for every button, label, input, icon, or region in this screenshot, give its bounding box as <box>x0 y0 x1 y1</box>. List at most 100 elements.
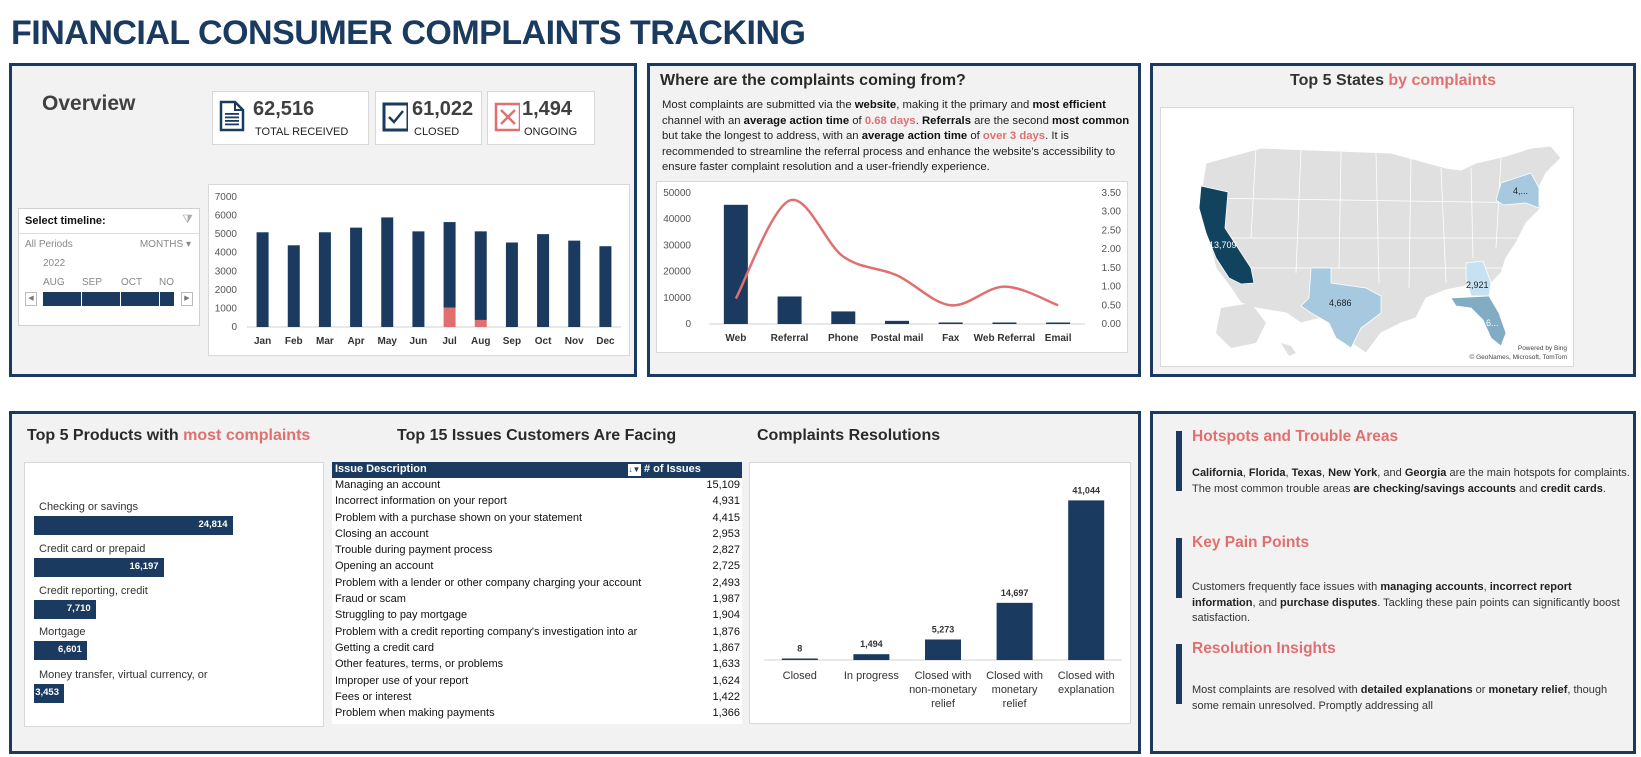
insight-text-part: , <box>1322 467 1329 479</box>
accent-bar <box>1176 538 1182 598</box>
channel-bar[interactable] <box>938 322 963 325</box>
channel-panel: Where are the complaints coming from? Mo… <box>647 63 1141 377</box>
insight-text-part: , <box>1483 581 1490 593</box>
x-tick-label: Jul <box>442 336 457 347</box>
table-row: Getting a credit card 1,867 <box>332 641 742 657</box>
y-right-tick-label: 3.00 <box>1102 207 1122 218</box>
product-label: Mortgage <box>39 626 86 638</box>
bar-closed[interactable] <box>412 231 425 327</box>
timeline-month-bar[interactable] <box>160 292 174 306</box>
product-bar[interactable]: 6,601 <box>34 641 87 660</box>
y-tick-label: 0 <box>231 322 237 333</box>
issue-count: 1,633 <box>712 658 740 671</box>
y-tick-label: 2000 <box>215 285 238 296</box>
x-tick-label: Oct <box>535 336 552 347</box>
bar-closed[interactable] <box>381 217 394 327</box>
issue-count: 2,827 <box>712 544 740 557</box>
bar-closed[interactable] <box>350 227 363 327</box>
bar-closed[interactable] <box>505 242 518 328</box>
insight-text-part: , <box>1242 467 1249 479</box>
table-row: Other features, terms, or problems 1,633 <box>332 657 742 673</box>
issue-description: Fraud or scam <box>335 593 406 606</box>
y-tick-label: 6000 <box>215 211 238 222</box>
issue-description: Improper use of your report <box>335 674 469 687</box>
column-header-count[interactable]: # of Issues <box>644 463 701 475</box>
bar-closed[interactable] <box>599 246 612 327</box>
timeline-month-bar[interactable] <box>43 292 81 306</box>
issue-count: 1,366 <box>712 707 740 720</box>
channel-bar[interactable] <box>1046 322 1071 325</box>
kpi-value: 61,022 <box>412 98 474 120</box>
sort-filter-icon[interactable]: ↓▼ <box>628 464 641 476</box>
scroll-right-arrow[interactable]: ▶ <box>181 292 193 306</box>
timeline-month-bar[interactable] <box>121 292 159 306</box>
resolution-bar[interactable] <box>1068 500 1105 660</box>
resolutions-chart: 8 Closed 1,494 In progress 5,273 Closed with n… <box>764 485 1122 710</box>
issues-table: Issue Description ↓▼ # of Issues Managin… <box>332 462 742 724</box>
insight-text-part: are the main hotspots for complaints. Th… <box>1192 467 1630 495</box>
channel-description: Most complaints are submitted via the we… <box>662 99 1130 174</box>
issue-description: Problem with a credit reporting company'… <box>335 625 638 638</box>
x-tick-label: relief <box>1003 698 1028 710</box>
timeline-month: AUG <box>43 277 65 288</box>
insight-text-part: incorrect report information <box>1192 581 1572 609</box>
scroll-left-arrow[interactable]: ◀ <box>25 292 37 306</box>
action-time-line[interactable] <box>734 198 1059 307</box>
data-label: 8 <box>797 644 802 654</box>
us-map[interactable]: 13,709 4,686 2,921 6... 4,... Powered by… <box>1160 107 1574 367</box>
state-new-york[interactable] <box>1495 172 1540 209</box>
kpi-value: 62,516 <box>253 98 315 120</box>
bar-ongoing[interactable] <box>443 307 456 328</box>
x-tick-label: Mar <box>316 336 334 347</box>
resolution-bar[interactable] <box>996 602 1033 660</box>
channel-bar[interactable] <box>992 322 1017 325</box>
x-tick-label: relief <box>931 698 956 710</box>
bar-ongoing[interactable] <box>474 319 487 327</box>
bar-closed[interactable] <box>318 232 331 327</box>
product-bar[interactable]: 24,814 <box>34 516 233 535</box>
state-borders <box>1205 147 1542 289</box>
y-tick-label: 3000 <box>215 266 238 277</box>
product-bar[interactable]: 16,197 <box>34 558 164 577</box>
states-panel: Top 5 States by complaints 13,709 4,686 <box>1150 63 1636 377</box>
bar-closed[interactable] <box>537 234 550 327</box>
x-tick-label: Closed with <box>1058 670 1115 682</box>
column-header-description[interactable]: Issue Description <box>335 463 427 475</box>
resolution-bar[interactable] <box>781 658 818 661</box>
bar-closed[interactable] <box>443 222 456 308</box>
state-texas[interactable] <box>1300 267 1382 349</box>
issue-description: Managing an account <box>335 479 441 491</box>
x-tick-label: Phone <box>828 333 859 344</box>
x-tick-label: Jan <box>254 336 271 347</box>
channel-bar[interactable] <box>777 296 802 324</box>
channel-bar[interactable] <box>831 311 856 324</box>
y-right-tick-label: 0.50 <box>1102 300 1122 311</box>
kpi-value: 1,494 <box>522 98 573 120</box>
clear-filter-icon[interactable]: ⧩ <box>182 212 193 226</box>
timeline-slicer[interactable]: Select timeline: ⧩ All Periods MONTHS ▾ … <box>18 208 200 326</box>
product-bar[interactable]: 3,453 <box>34 684 64 703</box>
bar-closed[interactable] <box>256 232 269 327</box>
bar-closed[interactable] <box>287 245 300 327</box>
table-row: Managing an account 15,109 <box>332 478 742 494</box>
resolution-bar[interactable] <box>853 654 890 660</box>
insight-title: Hotspots and Trouble Areas <box>1192 428 1399 445</box>
states-title: Top 5 States by complaints <box>1290 72 1496 89</box>
timeline-month: OCT <box>121 277 143 288</box>
channel-bar[interactable] <box>723 204 748 324</box>
issue-count: 1,422 <box>712 690 740 703</box>
channel-bar[interactable] <box>885 320 909 324</box>
y-tick-label: 4000 <box>215 248 238 259</box>
resolution-bar[interactable] <box>925 639 961 660</box>
y-right-tick-label: 3.50 <box>1102 188 1122 199</box>
insight-text: Customers frequently face issues with ma… <box>1192 580 1632 627</box>
timeline-unit-dropdown[interactable]: MONTHS ▾ <box>140 239 191 250</box>
product-bar[interactable]: 7,710 <box>34 600 96 619</box>
timeline-month-bar[interactable] <box>82 292 120 306</box>
state-california[interactable] <box>1198 185 1255 285</box>
table-row: Incorrect information on your report 4,93… <box>332 494 742 510</box>
x-tick-label: In progress <box>844 670 900 682</box>
state-florida[interactable] <box>1450 295 1507 347</box>
bar-closed[interactable] <box>568 240 581 327</box>
bar-closed[interactable] <box>474 231 487 320</box>
